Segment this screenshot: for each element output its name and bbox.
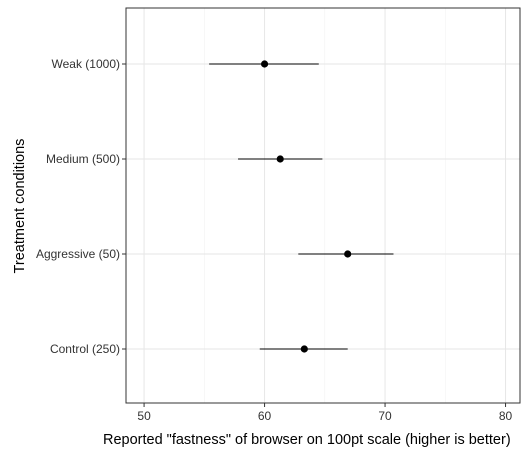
- data-point: [300, 345, 308, 353]
- y-axis-title: Treatment conditions: [12, 139, 28, 274]
- x-tick-label: 70: [378, 409, 392, 423]
- data-point: [344, 250, 352, 258]
- y-tick-label: Control (250): [50, 342, 120, 356]
- data-layer: [209, 60, 394, 353]
- x-tick-label: 80: [499, 409, 513, 423]
- panel-border: [125, 7, 521, 404]
- x-tick-label: 60: [258, 409, 272, 423]
- axis-layer: 50 60 70 80 Weak (1000) Medium (500) Aggressiv…: [36, 57, 513, 423]
- grid-layer: [126, 8, 520, 403]
- data-point: [276, 155, 284, 163]
- y-tick-label: Weak (1000): [52, 57, 120, 71]
- x-axis-title: Reported "fastness" of browser on 100pt …: [103, 432, 511, 448]
- data-point: [260, 60, 269, 68]
- y-tick-label: Aggressive (50): [36, 247, 120, 261]
- y-tick-label: Medium (500): [46, 152, 120, 166]
- x-tick-label: 50: [137, 409, 151, 423]
